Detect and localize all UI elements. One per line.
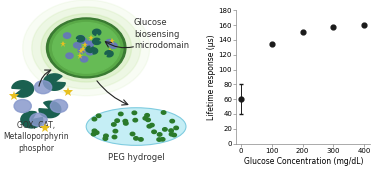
Circle shape (106, 40, 113, 45)
Circle shape (110, 43, 117, 48)
Circle shape (160, 138, 165, 141)
Circle shape (139, 138, 143, 141)
Circle shape (74, 43, 81, 48)
Circle shape (152, 130, 156, 134)
Text: Glucose
biosensing
microdomain: Glucose biosensing microdomain (134, 18, 189, 50)
Circle shape (130, 132, 135, 136)
Point (361, 24, 367, 27)
Wedge shape (39, 101, 61, 118)
Circle shape (174, 126, 178, 130)
Circle shape (115, 119, 119, 122)
Circle shape (118, 112, 123, 116)
Circle shape (96, 114, 101, 117)
Wedge shape (93, 38, 101, 44)
Wedge shape (43, 74, 65, 90)
Circle shape (79, 38, 87, 43)
Circle shape (161, 111, 166, 114)
Circle shape (86, 42, 93, 47)
Point (330, 25, 336, 28)
Wedge shape (105, 51, 113, 57)
Circle shape (85, 41, 93, 47)
Circle shape (53, 23, 120, 73)
Circle shape (112, 123, 116, 126)
Circle shape (32, 7, 141, 89)
Wedge shape (12, 81, 34, 97)
Circle shape (163, 128, 167, 131)
Circle shape (157, 133, 162, 136)
Circle shape (124, 122, 128, 125)
Wedge shape (21, 111, 43, 128)
Circle shape (91, 133, 96, 136)
Circle shape (133, 119, 138, 122)
Circle shape (157, 138, 161, 141)
Circle shape (172, 133, 177, 137)
Circle shape (169, 133, 174, 136)
Circle shape (150, 123, 154, 127)
Y-axis label: Lifetime response (µs): Lifetime response (µs) (207, 34, 216, 120)
Circle shape (94, 131, 99, 134)
Circle shape (143, 117, 147, 120)
Circle shape (134, 137, 138, 140)
Circle shape (50, 20, 123, 76)
Circle shape (169, 129, 174, 132)
Text: GOX, CAT,
Metalloporphyrin
phosphor: GOX, CAT, Metalloporphyrin phosphor (3, 121, 69, 153)
Circle shape (34, 81, 52, 94)
Circle shape (50, 100, 68, 113)
Circle shape (78, 48, 85, 53)
Circle shape (112, 135, 117, 139)
Circle shape (30, 113, 47, 126)
Wedge shape (86, 46, 94, 52)
Point (269, 42, 275, 45)
Text: PEG hydrogel: PEG hydrogel (108, 153, 164, 162)
Circle shape (48, 19, 125, 77)
Circle shape (145, 114, 149, 117)
Wedge shape (93, 29, 101, 35)
Circle shape (23, 0, 150, 96)
Circle shape (113, 129, 118, 133)
Circle shape (132, 111, 136, 115)
Circle shape (87, 49, 94, 55)
Circle shape (64, 33, 71, 38)
Circle shape (170, 119, 175, 123)
Circle shape (81, 57, 88, 62)
Point (238, 98, 244, 101)
Circle shape (146, 118, 150, 122)
Circle shape (46, 18, 126, 78)
Wedge shape (76, 36, 85, 42)
Circle shape (92, 117, 97, 121)
Circle shape (104, 134, 108, 137)
Circle shape (92, 129, 97, 133)
Circle shape (66, 53, 73, 58)
Circle shape (77, 36, 84, 41)
Point (299, 31, 305, 34)
Circle shape (147, 124, 152, 128)
Circle shape (41, 14, 132, 82)
Wedge shape (90, 48, 98, 54)
Circle shape (14, 100, 31, 113)
Circle shape (123, 119, 127, 123)
Ellipse shape (86, 108, 186, 145)
X-axis label: Glucose Concentration (mg/dL): Glucose Concentration (mg/dL) (243, 157, 363, 166)
Circle shape (103, 137, 108, 140)
